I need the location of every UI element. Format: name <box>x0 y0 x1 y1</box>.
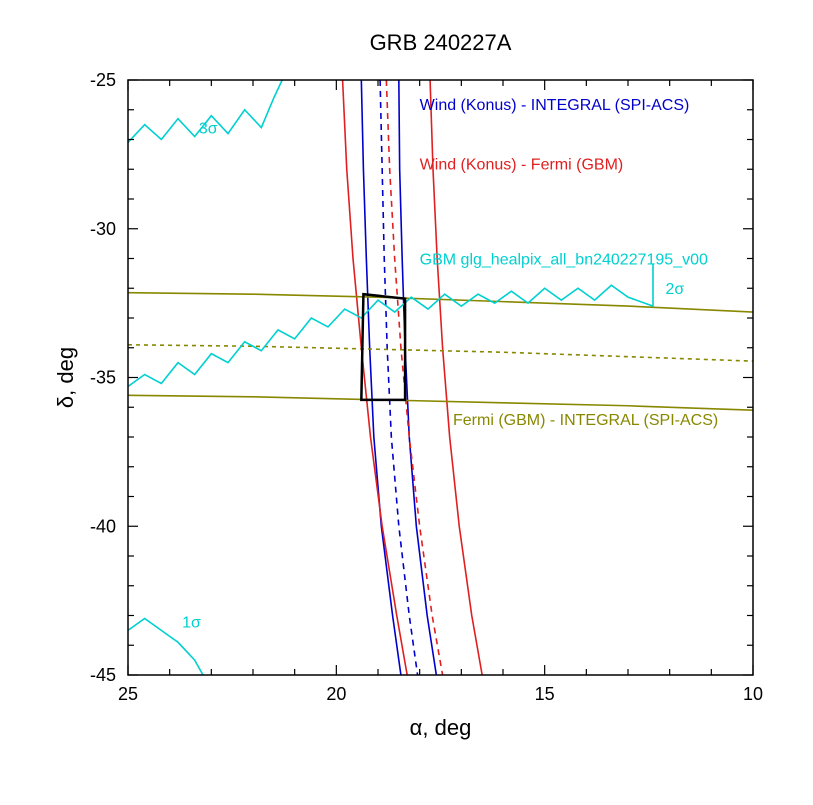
sigma-label: 3σ <box>199 121 218 138</box>
y-tick-label: -30 <box>90 219 116 239</box>
annotation-label: GBM glg_healpix_all_bn240227195_v00 <box>420 251 708 268</box>
y-tick-label: -40 <box>90 516 116 536</box>
y-tick-label: -25 <box>90 70 116 90</box>
localization-chart: GRB 240227A 3σ 2σ 1σ Wind (Konus) - INTEGRAL… <box>0 0 813 805</box>
annotation-label: Fermi (GBM) - INTEGRAL (SPI-ACS) <box>453 412 718 429</box>
sigma-label: 1σ <box>182 614 201 631</box>
y-tick-label: -45 <box>90 665 116 685</box>
x-axis-title: α, deg <box>410 715 472 740</box>
x-tick-label: 25 <box>118 684 138 704</box>
x-tick-label: 20 <box>326 684 346 704</box>
chart-title: GRB 240227A <box>370 30 512 55</box>
y-axis-title: δ, deg <box>53 347 78 408</box>
sigma-label: 2σ <box>666 281 685 298</box>
annotation-label: Wind (Konus) - INTEGRAL (SPI-ACS) <box>420 97 690 114</box>
x-tick-label: 10 <box>743 684 763 704</box>
annotation-label: Wind (Konus) - Fermi (GBM) <box>420 156 624 173</box>
x-tick-label: 15 <box>535 684 555 704</box>
y-tick-label: -35 <box>90 368 116 388</box>
